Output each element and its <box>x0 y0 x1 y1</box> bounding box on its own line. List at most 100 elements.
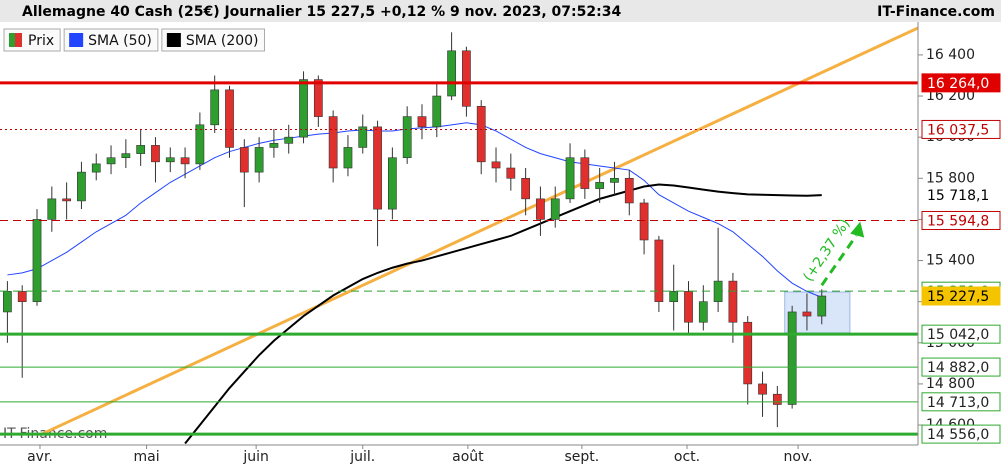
level-label: 16 264,0 <box>927 76 989 92</box>
legend-swatch <box>9 33 16 47</box>
candle-body <box>269 143 279 148</box>
annotation-arrow <box>820 234 858 287</box>
candle-body <box>210 89 220 126</box>
candle-body <box>165 157 175 163</box>
x-tick-label: mai <box>134 449 160 465</box>
legend-swatch <box>69 33 84 47</box>
candle-body <box>151 145 160 163</box>
legend-swatch <box>15 33 22 47</box>
candle-body <box>802 311 812 317</box>
x-tick-label: oct. <box>674 449 700 465</box>
candle-body <box>565 157 575 200</box>
legend-label: SMA (200) <box>186 33 259 49</box>
x-tick-label: juin <box>242 449 269 465</box>
candle-body <box>550 198 560 220</box>
candle-body <box>506 167 516 179</box>
candle-body <box>106 157 116 165</box>
level-label-box <box>921 119 1001 139</box>
candle-body <box>17 291 27 302</box>
candle-body <box>313 79 323 117</box>
sma-last-label-box <box>922 186 1000 205</box>
chart-title: Allemagne 40 Cash (25€) Journalier 15 22… <box>22 4 621 20</box>
x-tick-label: avr. <box>27 449 53 465</box>
candle-body <box>195 124 205 165</box>
candle-body <box>343 147 353 169</box>
candle-body <box>47 198 57 220</box>
candle-body <box>758 383 767 395</box>
candle-body <box>402 116 412 159</box>
x-tick-label: août <box>452 449 484 465</box>
price-last-label: 15 227,5 <box>927 289 989 305</box>
candle-body <box>225 89 234 148</box>
legend-item: Prix <box>3 28 61 52</box>
level-label-box <box>921 210 1001 230</box>
candle-body <box>817 295 827 317</box>
level-label-box <box>921 392 1001 412</box>
level-label-box <box>921 324 1001 344</box>
candle-body <box>432 95 442 128</box>
candle-body <box>284 136 294 144</box>
candle-body <box>639 202 649 241</box>
arrow-head <box>850 221 865 238</box>
legend-label: Prix <box>28 33 54 49</box>
candle-body <box>136 145 146 154</box>
candle-body <box>358 126 368 148</box>
candle-body <box>121 153 131 159</box>
candle-body <box>387 157 397 210</box>
candle-body <box>180 157 190 165</box>
y-tick-label: 15 400 <box>926 253 975 269</box>
sma-line <box>7 122 822 298</box>
candle-body <box>417 116 427 128</box>
candle-body <box>654 239 664 302</box>
level-label: 14 713,0 <box>927 395 989 411</box>
candle-body <box>491 161 501 169</box>
header-bar <box>0 0 1001 22</box>
sma-last-label: 15 718,1 <box>927 188 989 204</box>
level-label-box <box>921 357 1001 377</box>
candle-body <box>536 198 545 220</box>
candle-body <box>595 182 605 189</box>
candle-body <box>698 301 708 323</box>
x-tick-label: juil. <box>349 449 375 465</box>
candle-body <box>787 311 797 405</box>
plot-area <box>3 26 918 445</box>
legend-item: SMA (50) <box>63 28 159 52</box>
candle-body <box>580 157 590 189</box>
x-tick-label: nov. <box>784 449 813 465</box>
candle-body <box>743 321 753 385</box>
legend-item: SMA (200) <box>161 28 266 52</box>
level-label: 16 037,5 <box>927 122 989 138</box>
candle-body <box>373 126 382 210</box>
level-label: 14 882,0 <box>927 360 989 376</box>
candle-body <box>728 280 738 323</box>
candle-body <box>476 106 486 163</box>
y-tick-label: 15 800 <box>926 170 975 186</box>
legend-box <box>63 28 159 52</box>
candle-body <box>3 291 12 313</box>
source: IT-Finance.com <box>877 4 995 20</box>
candle-body <box>521 177 531 200</box>
level-label: 14 556,0 <box>927 427 989 443</box>
candle-body <box>610 177 619 183</box>
candle-body <box>462 50 471 107</box>
legend-label: SMA (50) <box>88 33 152 49</box>
candle-body <box>91 163 101 173</box>
candle-body <box>669 291 679 302</box>
sma-line <box>184 183 822 445</box>
level-label-box <box>921 424 1001 444</box>
candle-body <box>32 219 42 302</box>
price-last-label-box <box>921 286 1001 306</box>
candle-body <box>299 79 308 138</box>
candle-body <box>239 147 249 173</box>
y-tick-label: 16 400 <box>926 47 975 63</box>
legend-swatch <box>166 33 181 47</box>
candle-body <box>254 147 264 173</box>
candle-body <box>77 171 86 202</box>
legend-box <box>161 28 266 52</box>
candle-body <box>62 198 72 202</box>
level-label: 15 594,8 <box>927 213 989 229</box>
level-label: 15 042,0 <box>927 327 989 343</box>
candle-body <box>447 50 456 97</box>
